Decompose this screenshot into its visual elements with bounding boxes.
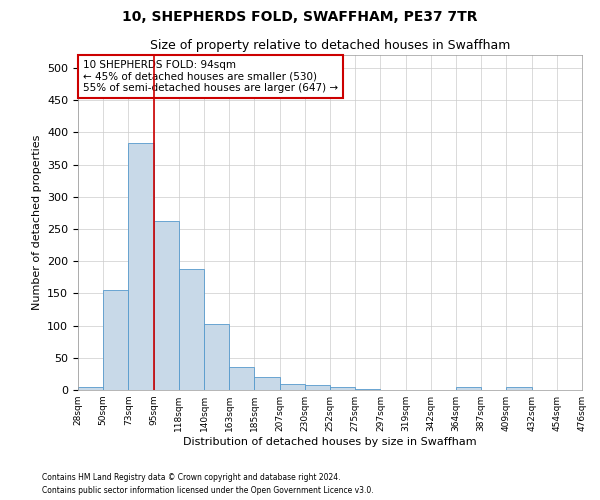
Bar (204, 324, 229, 390)
Bar (128, 144, 154, 390)
X-axis label: Distribution of detached houses by size in Swaffham: Distribution of detached houses by size … (183, 437, 477, 447)
Text: 10, SHEPHERDS FOLD, SWAFFHAM, PE37 7TR: 10, SHEPHERDS FOLD, SWAFFHAM, PE37 7TR (122, 10, 478, 24)
Bar (229, 368, 254, 390)
Text: Contains HM Land Registry data © Crown copyright and database right 2024.
Contai: Contains HM Land Registry data © Crown c… (42, 474, 374, 495)
Y-axis label: Number of detached properties: Number of detached properties (32, 135, 41, 310)
Text: 10 SHEPHERDS FOLD: 94sqm
← 45% of detached houses are smaller (530)
55% of semi-: 10 SHEPHERDS FOLD: 94sqm ← 45% of detach… (83, 60, 338, 93)
Bar (254, 377, 280, 390)
Bar (280, 384, 305, 390)
Bar (103, 290, 128, 390)
Bar (179, 269, 204, 390)
Bar (506, 387, 532, 390)
Bar (355, 388, 380, 390)
Bar (154, 220, 179, 390)
Bar (330, 387, 355, 390)
Bar (78, 387, 103, 390)
Bar (305, 385, 330, 390)
Bar (456, 387, 481, 390)
Title: Size of property relative to detached houses in Swaffham: Size of property relative to detached ho… (150, 40, 510, 52)
